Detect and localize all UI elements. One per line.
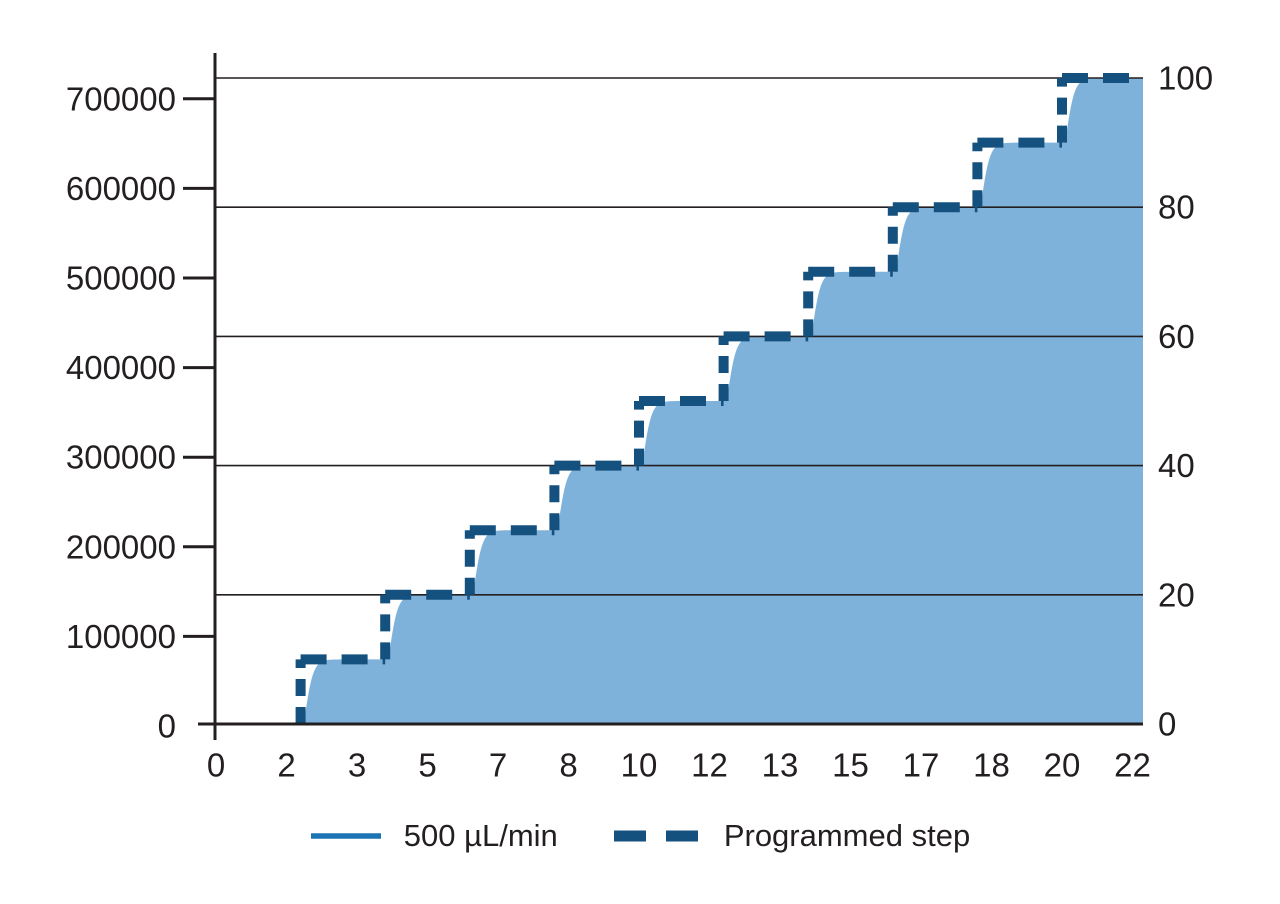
legend-item-programmed-step: Programmed step bbox=[613, 818, 971, 854]
dashed-line-swatch bbox=[613, 830, 702, 842]
left-axis-tick-label: 700000 bbox=[66, 80, 176, 117]
measured-response-area bbox=[216, 78, 1143, 724]
x-axis-tick-label: 20 bbox=[1044, 747, 1081, 784]
left-axis-tick-label: 600000 bbox=[66, 170, 176, 207]
right-axis-tick-label: 80 bbox=[1158, 189, 1195, 226]
x-axis-tick-label: 18 bbox=[973, 747, 1010, 784]
chart-legend: 500 µL/min Programmed step bbox=[0, 818, 1280, 854]
right-axis-tick-label: 0 bbox=[1158, 706, 1176, 743]
right-axis-tick-label: 100 bbox=[1158, 60, 1213, 97]
left-axis-tick-label: 500000 bbox=[66, 260, 176, 297]
x-axis-tick-label: 13 bbox=[762, 747, 799, 784]
left-axis-tick-label: 100000 bbox=[66, 618, 176, 655]
right-axis-tick-label: 20 bbox=[1158, 576, 1195, 613]
x-axis-tick-label: 22 bbox=[1114, 747, 1151, 784]
x-axis-tick-label: 12 bbox=[691, 747, 728, 784]
legend-item-flow-rate: 500 µL/min bbox=[310, 818, 558, 854]
right-axis-tick-label: 40 bbox=[1158, 447, 1195, 484]
x-axis-tick-label: 15 bbox=[832, 747, 869, 784]
left-axis-tick-label: 200000 bbox=[66, 528, 176, 565]
x-axis-tick-label: 3 bbox=[348, 747, 366, 784]
right-axis-tick-label: 60 bbox=[1158, 318, 1195, 355]
x-axis-tick-label: 8 bbox=[559, 747, 577, 784]
left-axis-tick-label: 300000 bbox=[66, 439, 176, 476]
solid-line-swatch bbox=[310, 833, 381, 839]
x-axis-tick-label: 0 bbox=[207, 747, 225, 784]
left-axis-tick-label: 0 bbox=[158, 708, 176, 745]
left-axis-tick-label: 400000 bbox=[66, 349, 176, 386]
x-axis-tick-label: 7 bbox=[489, 747, 507, 784]
legend-label-programmed-step: Programmed step bbox=[723, 818, 971, 853]
x-axis-tick-label: 10 bbox=[621, 747, 658, 784]
x-axis-tick-label: 17 bbox=[903, 747, 940, 784]
x-axis-tick-label: 5 bbox=[418, 747, 436, 784]
x-axis-tick-label: 2 bbox=[277, 747, 295, 784]
legend-label-flow-rate: 500 µL/min bbox=[403, 818, 558, 853]
